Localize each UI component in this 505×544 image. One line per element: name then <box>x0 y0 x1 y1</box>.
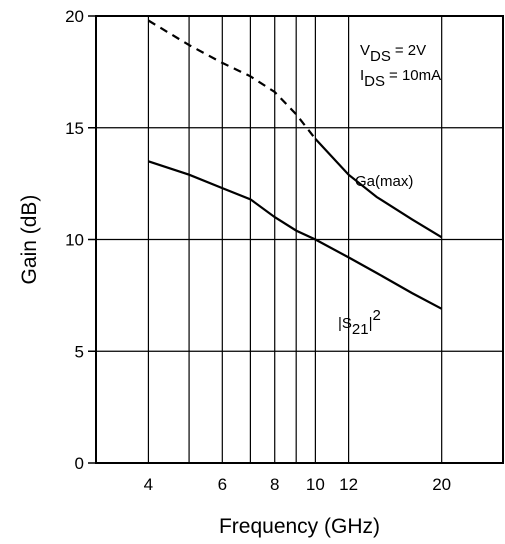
y-tick-label-0: 0 <box>75 454 84 473</box>
x-tick-label-6: 6 <box>218 475 227 494</box>
x-tick-label-12: 12 <box>339 475 358 494</box>
series-1-line <box>148 160 443 310</box>
grid <box>96 16 503 463</box>
series-0-solid-line <box>314 138 443 239</box>
s21-series-label: |S21|2 <box>338 307 381 338</box>
bias-conditions-annotation: VDS = 2V IDS = 10mA <box>360 42 441 90</box>
x-axis-label: Frequency (GHz) <box>219 515 380 538</box>
x-tick-labels: 4 6 8 10 12 20 <box>144 475 451 494</box>
x-tick-label-4: 4 <box>144 475 153 494</box>
x-tick-label-20: 20 <box>432 475 451 494</box>
ids-annotation: IDS = 10mA <box>360 67 441 90</box>
vds-annotation: VDS = 2V <box>360 42 426 65</box>
y-tick-label-5: 5 <box>75 342 84 361</box>
curves <box>147 19 443 310</box>
x-tick-label-10: 10 <box>306 475 325 494</box>
y-tick-label-20: 20 <box>65 7 84 26</box>
y-tick-label-10: 10 <box>65 231 84 250</box>
series-0-dashed-line <box>147 19 317 140</box>
ga-max-series-label: Ga(max) <box>355 173 413 190</box>
y-tick-label-15: 15 <box>65 119 84 138</box>
y-tick-labels: 0 5 10 15 20 <box>65 7 96 473</box>
x-tick-label-8: 8 <box>270 475 279 494</box>
y-axis-label: Gain (dB) <box>18 195 41 285</box>
